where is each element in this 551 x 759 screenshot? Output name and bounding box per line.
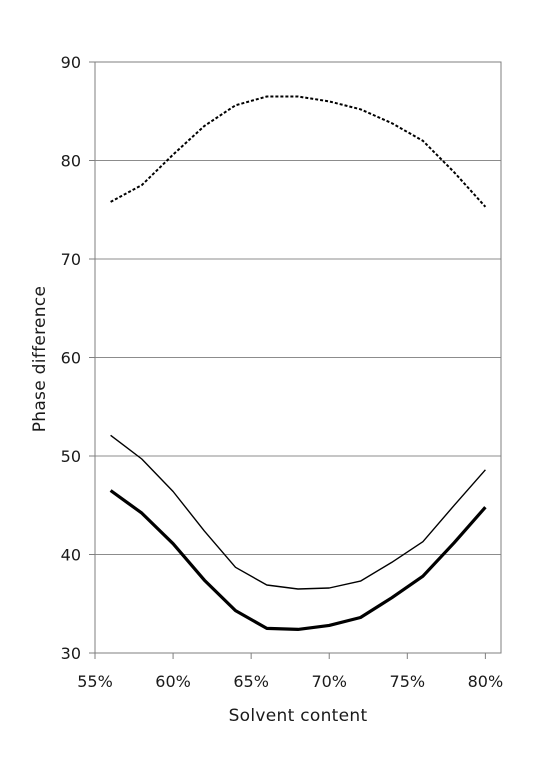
- y-tick-label: 80: [61, 152, 81, 171]
- y-tick-label: 90: [61, 53, 81, 72]
- x-tick-label: 75%: [390, 672, 426, 691]
- y-tick-label: 40: [61, 546, 81, 565]
- series-line-1: [110, 95, 487, 208]
- gridlines: [95, 160, 501, 555]
- y-tick-label: 30: [61, 644, 81, 663]
- series-lines: [109, 95, 487, 631]
- x-tick-label: 65%: [233, 672, 269, 691]
- y-axis-ticks: 30 40 50 60 70 80 90: [61, 53, 95, 663]
- series-line-2: [110, 434, 486, 590]
- y-tick-label: 60: [61, 349, 81, 368]
- x-tick-label: 60%: [155, 672, 191, 691]
- x-axis-title: Solvent content: [229, 706, 368, 726]
- y-tick-label: 70: [61, 250, 81, 269]
- series-line-3: [109, 489, 487, 631]
- y-tick-label: 50: [61, 447, 81, 466]
- x-axis-ticks: 55% 60% 65% 70% 75% 80%: [77, 653, 503, 691]
- x-tick-label: 80%: [468, 672, 504, 691]
- y-axis-title: Phase difference: [30, 286, 50, 433]
- x-tick-label: 55%: [77, 672, 113, 691]
- x-tick-label: 70%: [311, 672, 347, 691]
